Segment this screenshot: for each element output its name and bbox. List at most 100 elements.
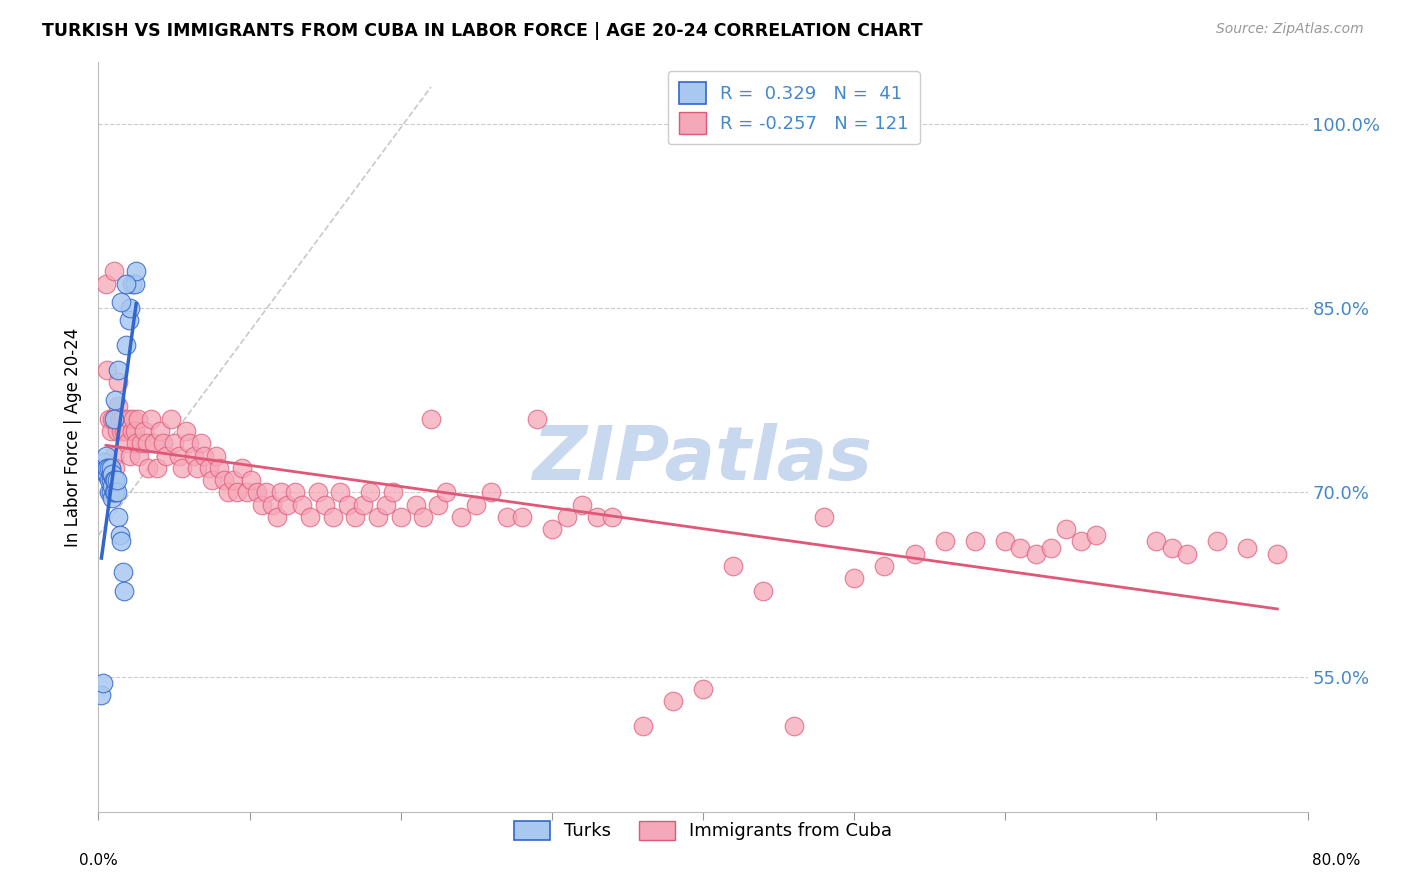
Point: [114, 424, 136, 438]
Point: [1010, 541, 1032, 555]
Text: 80.0%: 80.0%: [1312, 854, 1360, 868]
Point: [360, 485, 382, 500]
Point: [174, 424, 197, 438]
Point: [93, 455, 115, 469]
Point: [108, 411, 131, 425]
Point: [222, 473, 245, 487]
Point: [250, 498, 273, 512]
Point: [934, 534, 956, 549]
Point: [197, 460, 219, 475]
Point: [107, 400, 129, 414]
Point: [374, 498, 396, 512]
Point: [602, 510, 624, 524]
Point: [201, 473, 224, 487]
Point: [96, 460, 118, 475]
Point: [160, 411, 183, 425]
Point: [120, 301, 142, 315]
Point: [208, 460, 231, 475]
Point: [120, 449, 142, 463]
Point: [108, 528, 131, 542]
Point: [104, 411, 127, 425]
Legend: Turks, Immigrants from Cuba: Turks, Immigrants from Cuba: [506, 814, 900, 847]
Point: [101, 467, 124, 481]
Point: [186, 460, 208, 475]
Point: [98, 485, 121, 500]
Point: [96, 362, 118, 376]
Point: [1085, 528, 1108, 542]
Point: [129, 436, 152, 450]
Point: [1206, 534, 1229, 549]
Point: [103, 264, 125, 278]
Point: [105, 424, 128, 438]
Point: [555, 510, 578, 524]
Point: [103, 473, 125, 487]
Point: [179, 436, 201, 450]
Point: [284, 485, 307, 500]
Point: [152, 436, 174, 450]
Point: [235, 485, 257, 500]
Point: [217, 485, 239, 500]
Point: [412, 510, 434, 524]
Point: [495, 510, 517, 524]
Point: [389, 510, 412, 524]
Point: [307, 485, 329, 500]
Point: [103, 411, 125, 425]
Point: [813, 510, 835, 524]
Point: [405, 498, 427, 512]
Point: [103, 485, 125, 500]
Point: [125, 436, 148, 450]
Point: [276, 498, 298, 512]
Point: [125, 264, 148, 278]
Point: [103, 449, 125, 463]
Point: [114, 338, 136, 352]
Point: [631, 719, 654, 733]
Point: [262, 498, 284, 512]
Point: [205, 449, 228, 463]
Point: [105, 485, 128, 500]
Point: [127, 411, 149, 425]
Point: [752, 583, 775, 598]
Point: [190, 436, 212, 450]
Point: [434, 485, 457, 500]
Point: [98, 473, 121, 487]
Point: [146, 460, 169, 475]
Point: [143, 436, 166, 450]
Point: [1175, 547, 1198, 561]
Point: [112, 424, 135, 438]
Point: [382, 485, 405, 500]
Point: [661, 694, 683, 708]
Point: [124, 277, 146, 291]
Point: [114, 277, 136, 291]
Point: [322, 510, 344, 524]
Point: [149, 424, 172, 438]
Point: [465, 498, 488, 512]
Point: [101, 479, 124, 493]
Point: [96, 467, 118, 481]
Point: [723, 559, 745, 574]
Point: [226, 485, 249, 500]
Point: [107, 375, 129, 389]
Point: [121, 424, 143, 438]
Point: [692, 681, 714, 696]
Point: [90, 688, 112, 702]
Text: ZIPatlas: ZIPatlas: [533, 423, 873, 496]
Point: [100, 424, 122, 438]
Point: [450, 510, 472, 524]
Point: [420, 411, 443, 425]
Point: [110, 534, 132, 549]
Point: [1054, 522, 1077, 536]
Point: [155, 449, 177, 463]
Point: [1144, 534, 1167, 549]
Point: [270, 485, 292, 500]
Point: [212, 473, 235, 487]
Point: [510, 510, 533, 524]
Point: [994, 534, 1017, 549]
Point: [141, 411, 163, 425]
Text: TURKISH VS IMMIGRANTS FROM CUBA IN LABOR FORCE | AGE 20-24 CORRELATION CHART: TURKISH VS IMMIGRANTS FROM CUBA IN LABOR…: [42, 22, 922, 40]
Point: [93, 460, 115, 475]
Point: [110, 295, 132, 310]
Point: [231, 460, 253, 475]
Point: [91, 675, 114, 690]
Point: [101, 491, 124, 506]
Point: [266, 510, 288, 524]
